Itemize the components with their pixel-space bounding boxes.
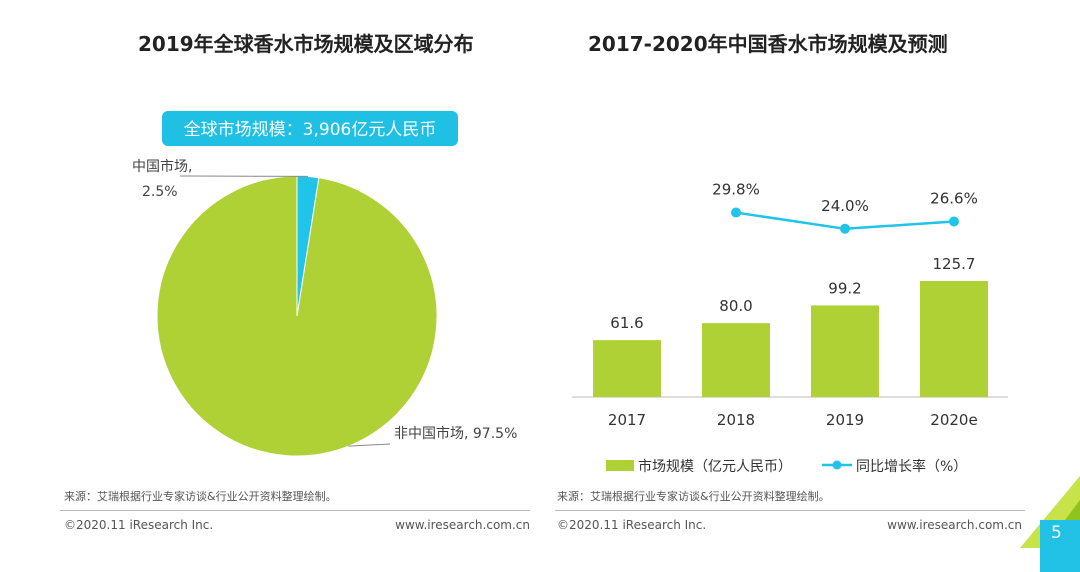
badge-background [162,111,458,146]
x-tick-label: 2020e [930,411,977,429]
pie-slice [156,175,438,457]
global-market-badge: 全球市场规模：3,906亿元人民币 [162,111,458,146]
bar [593,340,661,397]
bar [811,305,879,397]
non-china-slice-label: 非中国市场, 97.5% [394,425,517,442]
non-china-leader-line [348,443,391,447]
left-footer-divider [60,510,530,511]
growth-point [949,216,959,227]
left-website: www.iresearch.com.cn [395,518,530,532]
growth-value-label: 26.6% [930,190,978,208]
bar-value-label: 99.2 [828,279,861,297]
growth-value-label: 24.0% [821,197,869,215]
page-number-background [1040,520,1080,572]
right-footer-divider [555,510,1025,511]
legend-bar-swatch [606,460,634,471]
right-website: www.iresearch.com.cn [887,518,1022,532]
right-chart-title: 2017-2020年中国香水市场规模及预测 [588,32,948,56]
left-copyright: ©2020.11 iResearch Inc. [64,518,214,532]
legend-line-label: 同比增长率（%） [856,458,967,475]
bar-value-label: 61.6 [610,314,643,332]
china-slice-value: 2.5% [142,184,178,200]
bar [702,323,770,397]
growth-value-label: 29.8% [712,181,760,199]
bar-value-label: 125.7 [933,255,976,273]
corner-decoration [1020,476,1080,572]
legend-line-marker [832,460,842,470]
right-copyright: ©2020.11 iResearch Inc. [557,518,707,532]
left-source-note: 来源：艾瑞根据行业专家访谈&行业公开资料整理绘制。 [64,490,337,503]
growth-point [731,207,741,218]
x-tick-label: 2017 [608,411,646,429]
legend-bar-label: 市场规模（亿元人民币） [638,458,792,475]
right-source-note: 来源：艾瑞根据行业专家访谈&行业公开资料整理绘制。 [557,490,830,503]
left-chart-title: 2019年全球香水市场规模及区域分布 [138,32,474,56]
bar-value-label: 80.0 [719,297,752,315]
x-tick-label: 2018 [717,411,755,429]
badge-text: 全球市场规模：3,906亿元人民币 [184,120,437,140]
x-tick-label: 2019 [826,411,864,429]
bar-chart: 61.6 2017 80.0 2018 99.2 2019 125.7 2020e 29.8% 2… [572,181,1008,475]
china-slice-label: 中国市场, [132,158,192,175]
bar [920,280,988,397]
pie-chart: 中国市场, 2.5% 非中国市场, 97.5% [132,158,517,457]
growth-point [840,223,850,234]
page-number: 5 [1051,523,1062,543]
